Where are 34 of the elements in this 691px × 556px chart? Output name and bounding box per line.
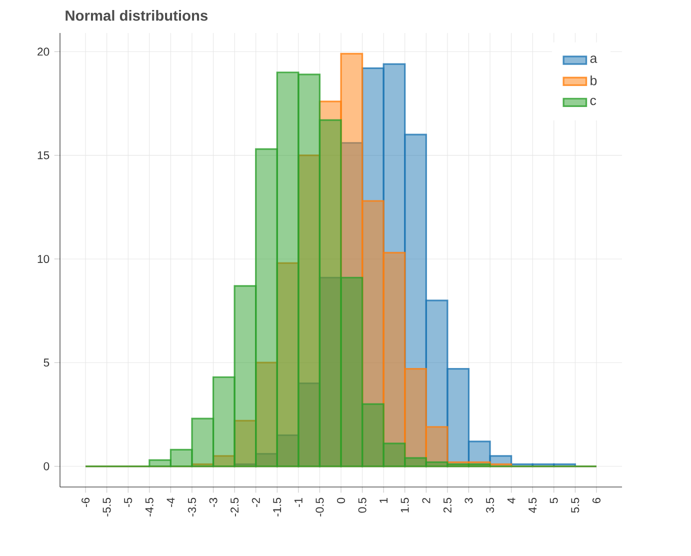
chart-title: Normal distributions	[66, 10, 208, 21]
y-tick-label: 5	[44, 358, 50, 367]
x-tick-label: -1.5	[273, 498, 282, 516]
x-tick-label: 6	[592, 498, 600, 504]
x-tick-label: -3.5	[188, 498, 196, 516]
x-tick-label: -5	[124, 498, 132, 507]
x-tick-label: -3	[209, 498, 218, 507]
x-tick-label: 1.5	[400, 498, 409, 512]
legend-label: c	[590, 98, 596, 106]
x-tick-label: -4.5	[145, 498, 154, 516]
x-tick-label: 3.5	[486, 498, 494, 513]
legend-label: b	[590, 76, 597, 86]
y-tick-label: 10	[38, 254, 50, 263]
y-tick-label: 0	[44, 462, 50, 470]
x-tick-label: 4	[507, 498, 516, 504]
x-tick-label: 4.5	[528, 498, 537, 513]
x-tick-label: 0.5	[358, 498, 366, 513]
x-tick-label: 1	[380, 498, 388, 503]
x-tick-label: -1	[294, 498, 302, 507]
x-tick-label: 5	[550, 498, 558, 504]
legend-label: a	[590, 56, 598, 63]
x-tick-label: -5.5	[102, 498, 111, 516]
x-tick-label: 2	[422, 498, 430, 504]
x-tick-label: -2	[252, 498, 260, 507]
x-tick-label: 5.5	[571, 498, 580, 513]
x-tick-label: -0.5	[316, 498, 324, 516]
x-tick-label: 0	[337, 498, 346, 504]
x-tick-label: 3	[464, 498, 473, 504]
y-tick-label: 15	[38, 151, 50, 160]
x-tick-label: -4	[166, 498, 175, 507]
x-tick-label: -6	[82, 498, 90, 507]
y-tick-label: 20	[38, 48, 50, 56]
x-tick-label: -2.5	[230, 498, 239, 516]
x-tick-label: 2.5	[443, 498, 452, 513]
